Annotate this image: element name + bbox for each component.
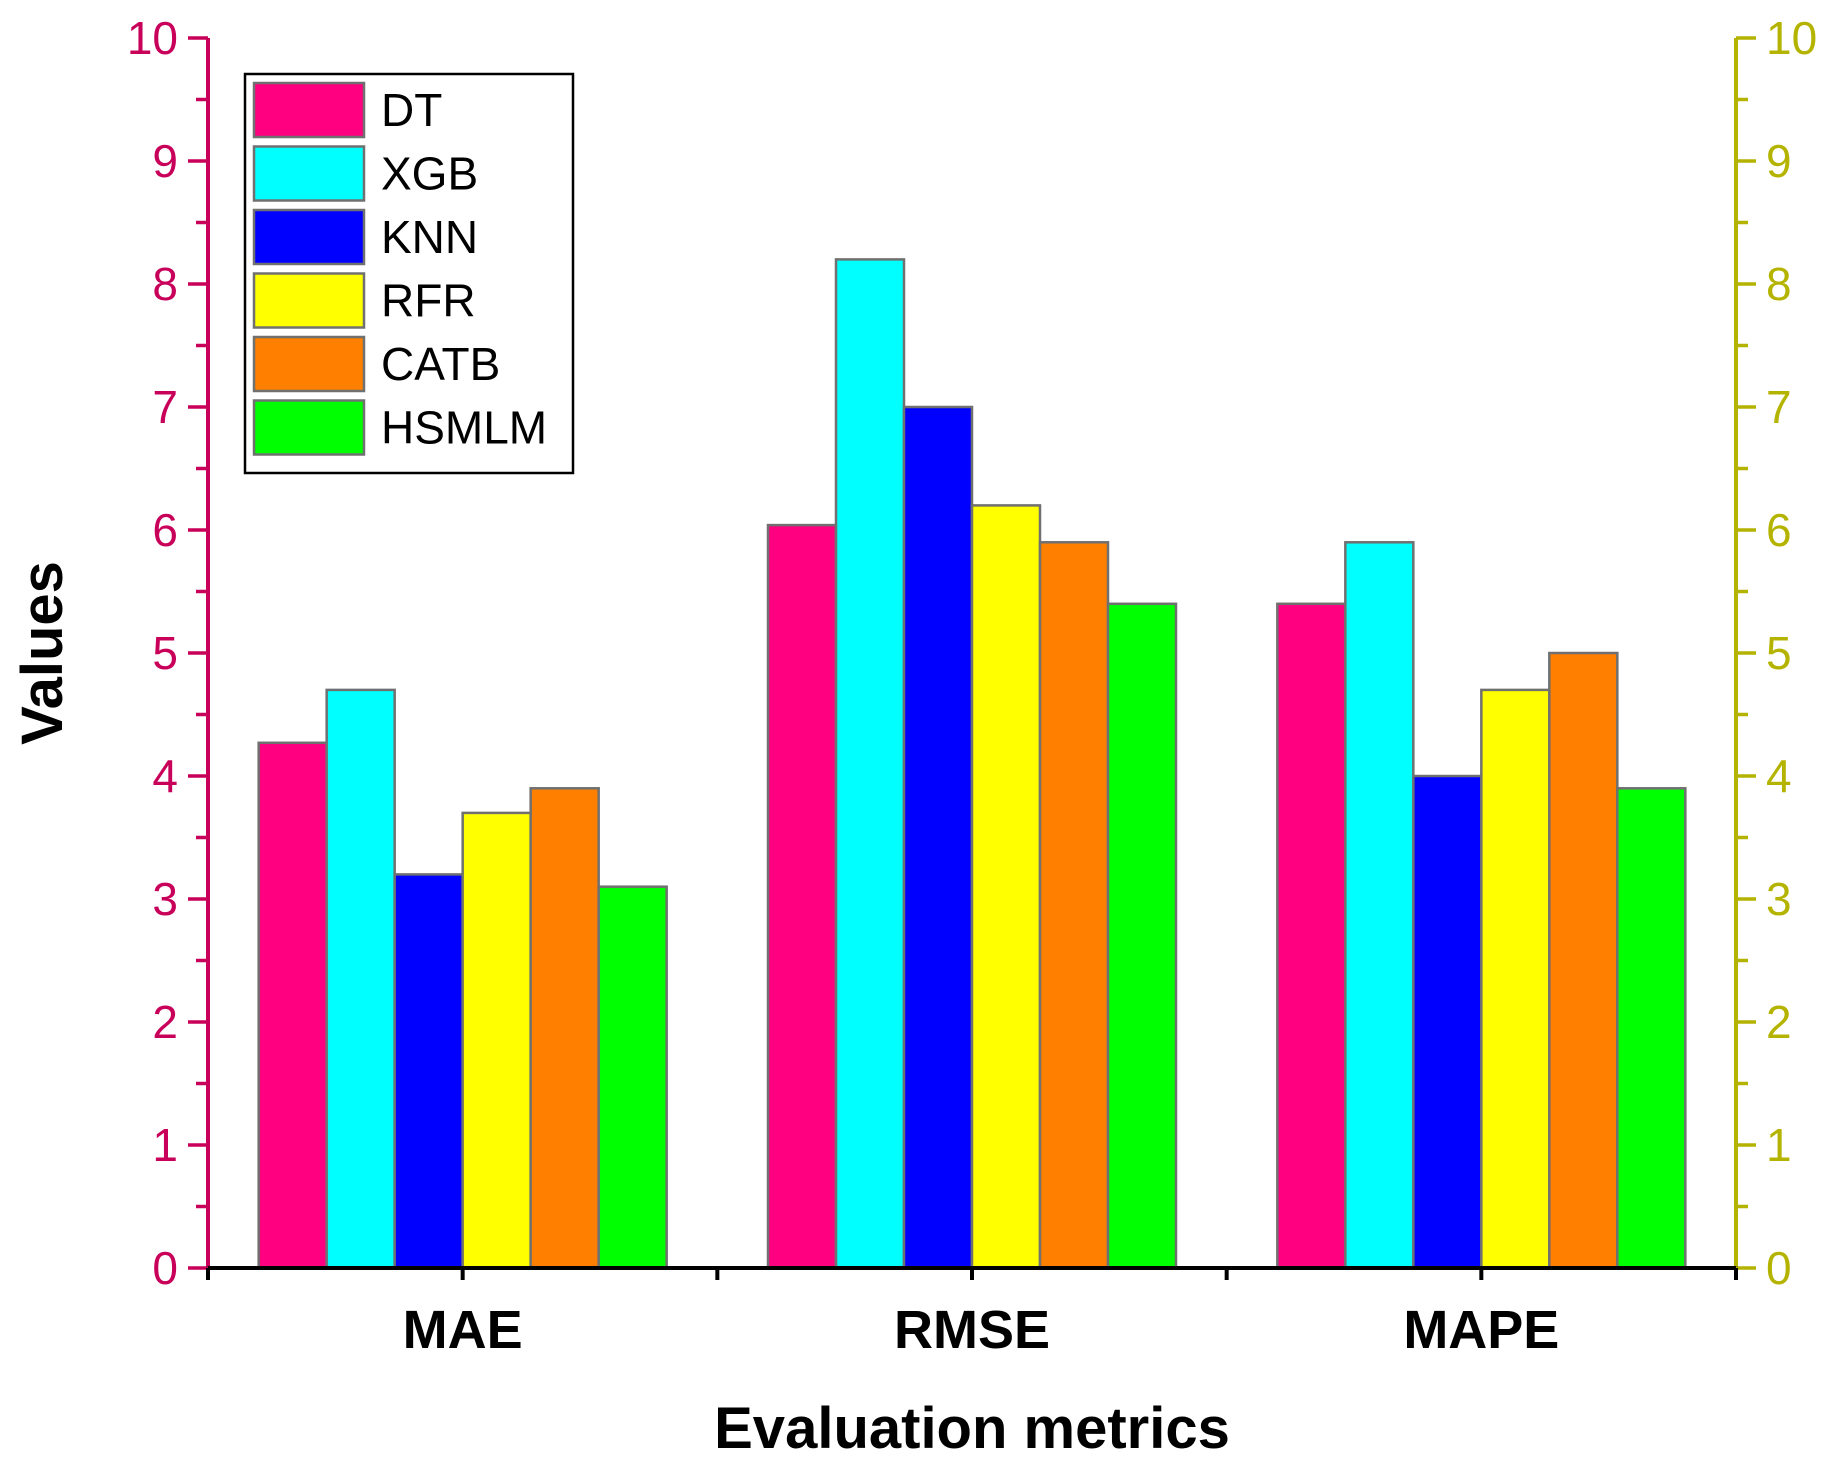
x-tick-label-mae: MAE [403,1300,523,1360]
y2-tick-label: 1 [1766,1119,1792,1171]
y2-tick-label: 2 [1766,996,1792,1048]
bar-knn-mae [393,873,464,1270]
bar-rfr-mae [461,811,532,1270]
y2-tick-label: 7 [1766,381,1792,433]
legend-swatch-xgb [252,145,366,202]
bar-knn-mape [1412,774,1483,1270]
bars-layer [257,258,1687,1270]
bar-hsmlm-mape [1616,787,1687,1270]
bar-knn-rmse [902,405,974,1270]
y-tick-label: 2 [152,996,178,1048]
bar-rfr-rmse [970,504,1042,1270]
legend-label-dt: DT [381,84,442,136]
y-tick-label: 10 [127,12,178,64]
legend-swatch-dt [252,81,366,139]
legend-swatch-knn [252,208,366,266]
y-tick-label: 7 [152,381,178,433]
x-tick-label-mape: MAPE [1403,1300,1559,1360]
legend-label-knn: KNN [381,211,478,263]
legend-label-rfr: RFR [381,275,476,327]
y2-tick-label: 8 [1766,258,1792,310]
y2-tick-label: 9 [1766,135,1792,187]
y-tick-label: 1 [152,1119,178,1171]
legend-label-catb: CATB [381,338,500,390]
legend-swatch-hsmlm [252,399,366,456]
bar-catb-rmse [1038,541,1110,1270]
bar-catb-mae [529,787,600,1270]
legend-swatch-rfr [252,272,366,329]
y2-tick-label: 0 [1766,1242,1792,1294]
y2-tick-label: 6 [1766,504,1792,556]
bar-dt-mae [257,741,328,1270]
legend-label-xgb: XGB [381,148,478,200]
y2-tick-label: 5 [1766,627,1792,679]
y2-tick-label: 10 [1766,12,1817,64]
axes-layer: 0 1 2 3 4 5 6 7 8 9 10 0 1 2 3 4 5 6 7 8 9 10 MAE RMSE MAPE Evalu… [10,12,1817,1461]
y-tick-label: 3 [152,873,178,925]
y-axis-title: Values [10,561,75,745]
y-tick-label: 6 [152,504,178,556]
legend-label-hsmlm: HSMLM [381,402,547,454]
y-tick-label: 9 [152,135,178,187]
bar-rfr-mape [1480,688,1551,1270]
bar-dt-rmse [766,523,838,1270]
bar-xgb-mape [1344,541,1415,1270]
bar-xgb-mae [325,688,396,1270]
legend-swatch-catb [252,335,366,393]
legend: DT XGB KNN RFR CATB HSMLM [243,72,575,475]
bar-hsmlm-rmse [1106,602,1178,1270]
y2-tick-label: 3 [1766,873,1792,925]
x-tick-label-rmse: RMSE [894,1300,1050,1360]
y-tick-label: 0 [152,1242,178,1294]
bar-xgb-rmse [834,258,906,1270]
bar-catb-mape [1548,651,1619,1270]
y-tick-label: 4 [152,750,178,802]
x-axis-title: Evaluation metrics [714,1396,1230,1461]
bar-dt-mape [1276,602,1347,1270]
y2-tick-label: 4 [1766,750,1792,802]
bar-hsmlm-mae [597,885,668,1270]
y-tick-label: 8 [152,258,178,310]
y-tick-label: 5 [152,627,178,679]
